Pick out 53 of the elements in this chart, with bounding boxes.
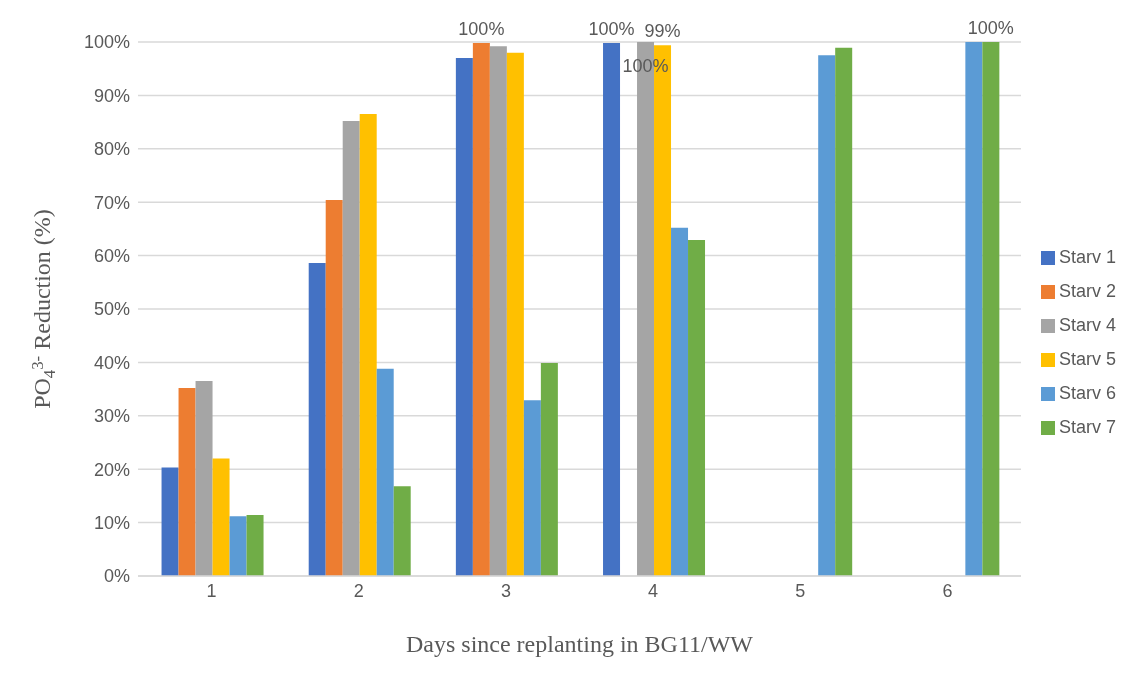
x-tick-label: 5 xyxy=(795,580,806,601)
bar xyxy=(393,486,411,576)
bar xyxy=(489,46,507,576)
legend-label: Starv 2 xyxy=(1058,281,1116,301)
bar xyxy=(342,121,360,576)
y-tick-label: 80% xyxy=(93,139,130,160)
x-tick-label: 3 xyxy=(500,580,511,601)
bar xyxy=(359,114,377,576)
bar xyxy=(325,200,343,576)
y-tick-label: 30% xyxy=(93,406,130,427)
bar xyxy=(178,388,196,576)
legend-label: Starv 5 xyxy=(1058,349,1116,369)
bar xyxy=(308,263,326,576)
data-label: 100% xyxy=(458,19,505,40)
y-tick-label: 10% xyxy=(93,512,130,533)
y-tick-label: 100% xyxy=(83,32,130,53)
bar xyxy=(376,368,394,576)
y-tick-label: 90% xyxy=(93,85,130,106)
bar xyxy=(671,227,689,576)
y-tick-label: 40% xyxy=(93,352,130,373)
legend-label: Starv 7 xyxy=(1058,417,1116,437)
bar xyxy=(161,467,179,576)
data-label: 100% xyxy=(967,18,1014,38)
x-tick-label: 6 xyxy=(942,580,953,601)
y-tick-label: 50% xyxy=(93,299,130,320)
bar xyxy=(965,42,983,576)
bar xyxy=(212,458,230,576)
bar xyxy=(540,362,558,576)
y-tick-label: 70% xyxy=(93,192,130,213)
legend-label: Starv 6 xyxy=(1058,383,1116,403)
bar xyxy=(455,58,473,576)
y-tick-label: 0% xyxy=(103,566,130,587)
legend-label: Starv 1 xyxy=(1058,247,1116,267)
bar xyxy=(835,47,853,576)
bar xyxy=(472,43,490,576)
bar xyxy=(688,240,706,576)
bar xyxy=(246,515,264,576)
legend-label: Starv 4 xyxy=(1058,315,1116,335)
y-tick-label: 60% xyxy=(93,245,130,266)
bar xyxy=(818,55,836,576)
data-label: 99% xyxy=(644,21,681,42)
bar xyxy=(523,400,541,576)
x-tick-label: 4 xyxy=(648,580,659,601)
bar xyxy=(982,42,1000,576)
data-label: 100% xyxy=(588,19,635,40)
bar xyxy=(229,516,247,576)
bar xyxy=(603,43,621,576)
bar xyxy=(506,52,524,576)
x-tick-label: 2 xyxy=(353,580,364,601)
x-tick-label: 1 xyxy=(206,580,217,601)
y-tick-label: 20% xyxy=(93,459,130,480)
x-axis-title: Days since replanting in BG11/WW xyxy=(405,631,754,657)
bar xyxy=(195,381,213,576)
